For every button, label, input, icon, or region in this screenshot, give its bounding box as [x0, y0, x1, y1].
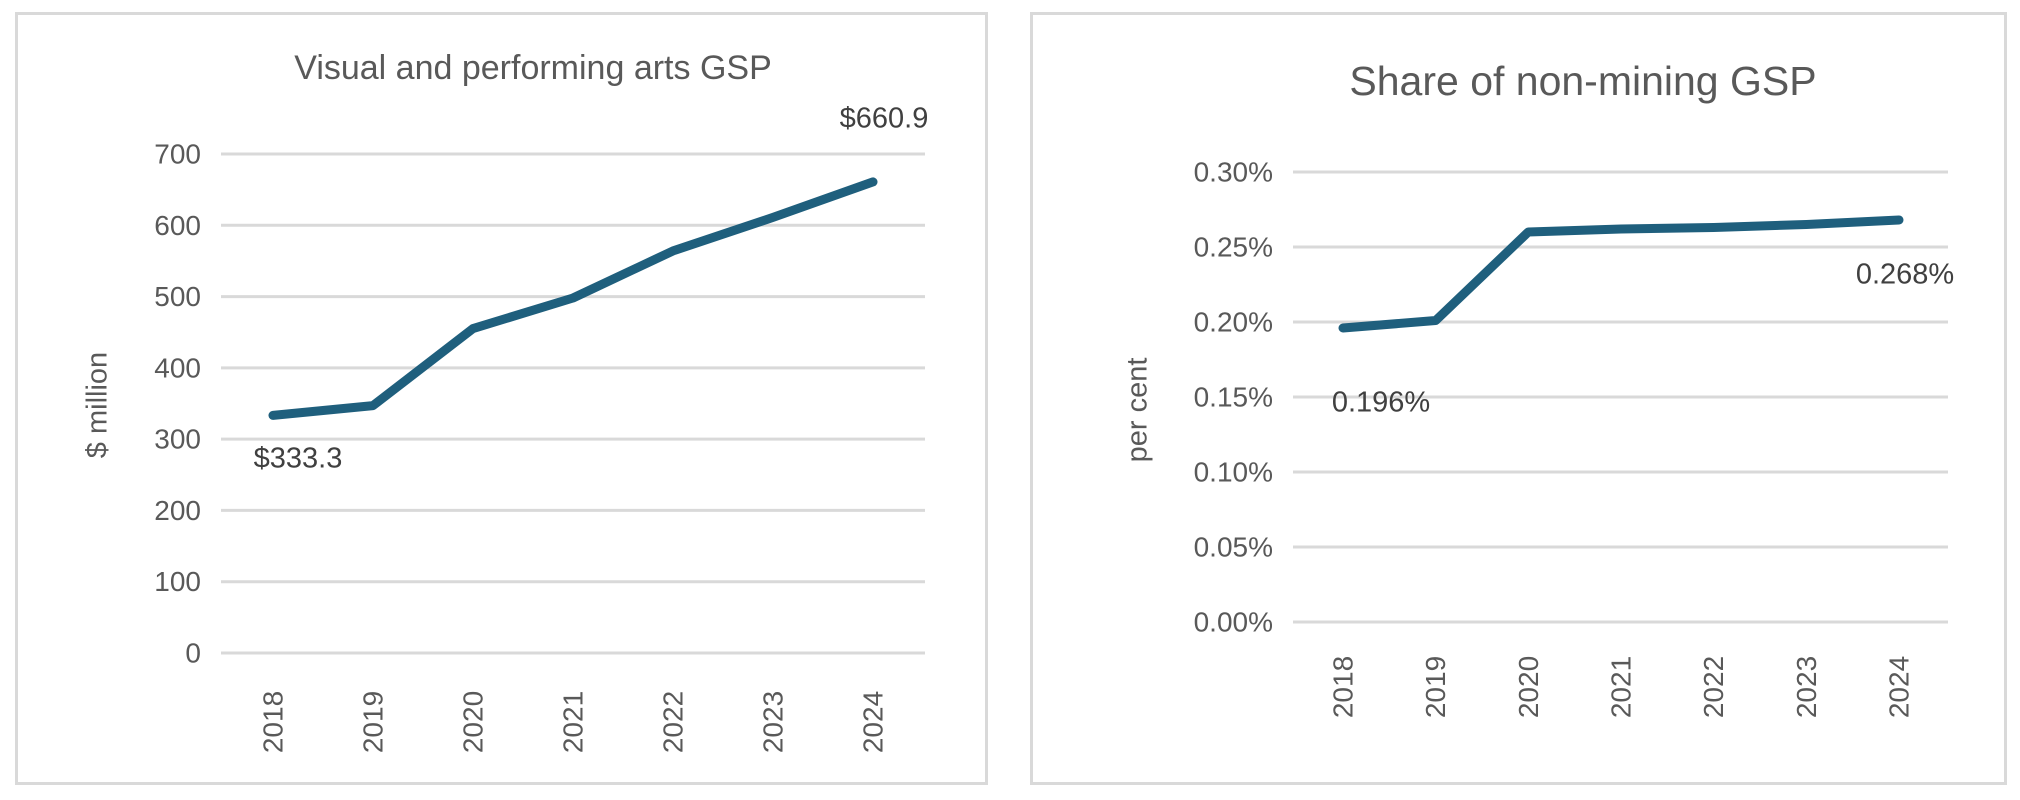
data-label-last: $660.9 — [839, 102, 929, 135]
y-axis-title: $ million — [81, 351, 114, 459]
x-tick-label: 2023 — [1791, 656, 1822, 718]
x-tick-label: 2024 — [1884, 656, 1915, 718]
y-tick-label: 0.00% — [1194, 607, 1273, 638]
chart-title: Share of non-mining GSP — [1349, 58, 1817, 104]
y-tick-label: 200 — [154, 495, 201, 526]
y-tick-label: 0.25% — [1194, 232, 1273, 263]
y-tick-label: 0.20% — [1194, 307, 1273, 338]
x-tick-label: 2018 — [1328, 656, 1359, 718]
x-tick-label: 2022 — [658, 691, 689, 753]
x-tick-label: 2021 — [558, 691, 589, 753]
y-tick-label: 700 — [154, 139, 201, 170]
x-tick-label: 2021 — [1606, 656, 1637, 718]
y-tick-label: 0.10% — [1194, 457, 1273, 488]
y-axis-title: per cent — [1121, 357, 1154, 463]
data-label-last: 0.268% — [1855, 258, 1955, 291]
chart-panel-gsp-share: 0.00% 0.05% 0.10% 0.15% 0.20% 0.25% 0.30% 2018 2… — [1030, 12, 2007, 785]
x-tick-label: 2020 — [458, 691, 489, 753]
chart-panel-arts-gsp: 0 100 200 300 400 500 600 700 2018 2019 2020 2021 20… — [15, 12, 988, 785]
x-tick-label: 2019 — [358, 691, 389, 753]
y-tick-label: 0.15% — [1194, 382, 1273, 413]
x-tick-label: 2020 — [1513, 656, 1544, 718]
series-line — [268, 177, 878, 420]
x-tick-label: 2018 — [258, 691, 289, 753]
plot-area-arts-gsp: 0 100 200 300 400 500 600 700 2018 2019 2020 2021 20… — [154, 139, 925, 753]
x-tick-label: 2023 — [758, 691, 789, 753]
chart-title: Visual and performing arts GSP — [294, 49, 772, 87]
x-tick-label: 2022 — [1698, 656, 1729, 718]
y-tick-label: 400 — [154, 352, 201, 383]
x-tick-label: 2024 — [858, 691, 889, 753]
y-tick-label: 600 — [154, 210, 201, 241]
series-line — [1338, 215, 1904, 333]
y-tick-label: 500 — [154, 281, 201, 312]
y-tick-label: 0 — [185, 638, 201, 669]
data-label-first: $333.3 — [253, 442, 343, 475]
y-tick-label: 0.30% — [1194, 157, 1273, 188]
y-tick-label: 300 — [154, 424, 201, 455]
y-tick-label: 0.05% — [1194, 532, 1273, 563]
data-label-first: 0.196% — [1331, 386, 1431, 419]
x-tick-label: 2019 — [1420, 656, 1451, 718]
y-tick-label: 100 — [154, 566, 201, 597]
plot-area-gsp-share: 0.00% 0.05% 0.10% 0.15% 0.20% 0.25% 0.30% 2018 2… — [1194, 157, 1948, 718]
